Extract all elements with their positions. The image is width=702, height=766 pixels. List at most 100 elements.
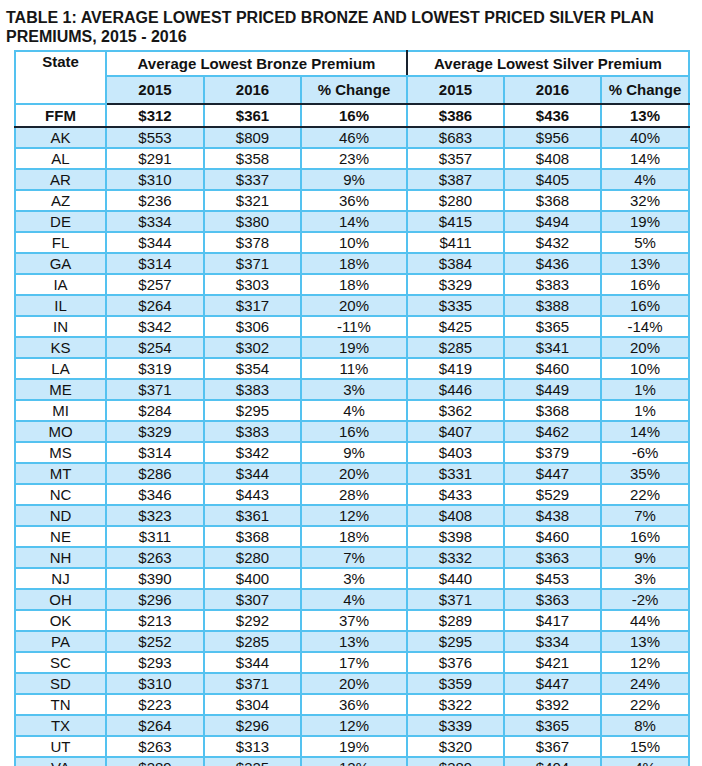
value-cell: 20% <box>301 673 407 694</box>
value-cell: $361 <box>204 104 301 127</box>
value-cell: $683 <box>407 127 504 148</box>
value-cell: $365 <box>504 715 601 736</box>
value-cell: $453 <box>504 568 601 589</box>
value-cell: 4% <box>301 589 407 610</box>
value-cell: 16% <box>301 421 407 442</box>
value-cell: 23% <box>301 148 407 169</box>
value-cell: 4% <box>301 400 407 421</box>
value-cell: -14% <box>601 316 689 337</box>
value-cell: 3% <box>301 568 407 589</box>
value-cell: 35% <box>601 463 689 484</box>
value-cell: $346 <box>106 484 204 505</box>
value-cell: $367 <box>504 736 601 757</box>
value-cell: $335 <box>407 295 504 316</box>
value-cell: $371 <box>204 673 301 694</box>
value-cell: $384 <box>407 253 504 274</box>
value-cell: $407 <box>407 421 504 442</box>
value-cell: $289 <box>106 757 204 766</box>
value-cell: $286 <box>106 463 204 484</box>
value-cell: $425 <box>407 316 504 337</box>
value-cell: $436 <box>504 253 601 274</box>
value-cell: $368 <box>504 190 601 211</box>
state-cell: ME <box>15 379 106 400</box>
value-cell: 36% <box>301 190 407 211</box>
value-cell: 14% <box>601 421 689 442</box>
column-header-silver-2016: 2016 <box>504 76 601 104</box>
value-cell: $378 <box>204 232 301 253</box>
table-row: OH$296$3074%$371$363-2% <box>15 589 689 610</box>
value-cell: $257 <box>106 274 204 295</box>
value-cell: $403 <box>407 442 504 463</box>
value-cell: $400 <box>204 568 301 589</box>
table-row: SD$310$37120%$359$44724% <box>15 673 689 694</box>
value-cell: 24% <box>601 673 689 694</box>
value-cell: $284 <box>106 400 204 421</box>
value-cell: $236 <box>106 190 204 211</box>
state-cell: DE <box>15 211 106 232</box>
table-body: FFM$312$36116%$386$43613%AK$553$80946%$6… <box>15 104 689 766</box>
value-cell: 19% <box>301 736 407 757</box>
table-row: NE$311$36818%$398$46016% <box>15 526 689 547</box>
value-cell: -2% <box>601 589 689 610</box>
column-header-bronze-2015: 2015 <box>106 76 204 104</box>
state-cell: IL <box>15 295 106 316</box>
value-cell: $357 <box>407 148 504 169</box>
column-header-bronze-change: % Change <box>301 76 407 104</box>
table-row: SC$293$34417%$376$42112% <box>15 652 689 673</box>
value-cell: $311 <box>106 526 204 547</box>
value-cell: 9% <box>601 547 689 568</box>
value-cell: $263 <box>106 736 204 757</box>
value-cell: 40% <box>601 127 689 148</box>
value-cell: $322 <box>407 694 504 715</box>
value-cell: 12% <box>301 715 407 736</box>
value-cell: 13% <box>601 631 689 652</box>
value-cell: $411 <box>407 232 504 253</box>
state-cell: OH <box>15 589 106 610</box>
value-cell: 10% <box>601 358 689 379</box>
state-cell: GA <box>15 253 106 274</box>
value-cell: 36% <box>301 694 407 715</box>
value-cell: $339 <box>407 715 504 736</box>
table-row: MT$286$34420%$331$44735% <box>15 463 689 484</box>
value-cell: 14% <box>301 211 407 232</box>
value-cell: 16% <box>301 104 407 127</box>
value-cell: $362 <box>407 400 504 421</box>
value-cell: 28% <box>301 484 407 505</box>
value-cell: $386 <box>407 104 504 127</box>
value-cell: 22% <box>601 694 689 715</box>
value-cell: $285 <box>204 631 301 652</box>
table-row: IN$342$306-11%$425$365-14% <box>15 316 689 337</box>
table-row: PA$252$28513%$295$33413% <box>15 631 689 652</box>
state-cell: TN <box>15 694 106 715</box>
state-cell: SC <box>15 652 106 673</box>
value-cell: $433 <box>407 484 504 505</box>
value-cell: $460 <box>504 526 601 547</box>
table-row: IA$257$30318%$329$38316% <box>15 274 689 295</box>
value-cell: $462 <box>504 421 601 442</box>
table-row: AK$553$80946%$683$95640% <box>15 127 689 148</box>
value-cell: $344 <box>204 652 301 673</box>
value-cell: $446 <box>407 379 504 400</box>
value-cell: $449 <box>504 379 601 400</box>
table-row: FFM$312$36116%$386$43613% <box>15 104 689 127</box>
value-cell: $264 <box>106 715 204 736</box>
value-cell: $321 <box>204 190 301 211</box>
state-cell: KS <box>15 337 106 358</box>
value-cell: $295 <box>407 631 504 652</box>
table-row: ME$371$3833%$446$4491% <box>15 379 689 400</box>
value-cell: $363 <box>504 547 601 568</box>
value-cell: 19% <box>301 337 407 358</box>
value-cell: $438 <box>504 505 601 526</box>
value-cell: $387 <box>407 169 504 190</box>
value-cell: $408 <box>504 148 601 169</box>
value-cell: $264 <box>106 295 204 316</box>
value-cell: 17% <box>301 652 407 673</box>
value-cell: $419 <box>407 358 504 379</box>
state-cell: MI <box>15 400 106 421</box>
value-cell: $380 <box>204 211 301 232</box>
state-cell: AK <box>15 127 106 148</box>
state-cell: AL <box>15 148 106 169</box>
state-cell: MO <box>15 421 106 442</box>
state-cell: VA <box>15 757 106 766</box>
value-cell: $280 <box>407 190 504 211</box>
